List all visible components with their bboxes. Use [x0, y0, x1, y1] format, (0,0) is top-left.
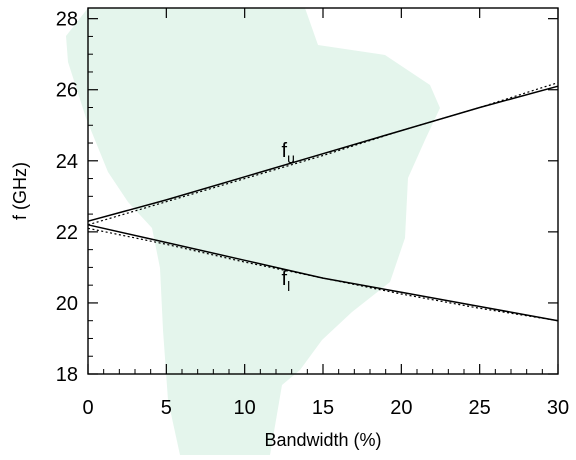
x-tick-label: 25 — [469, 397, 491, 419]
y-axis-title: f (GHz) — [10, 162, 30, 220]
y-tick-label: 18 — [56, 364, 78, 386]
x-tick-label: 10 — [234, 397, 256, 419]
x-tick-label: 0 — [82, 397, 93, 419]
series-line-f-u-solid — [87, 85, 559, 222]
y-tick-label: 26 — [56, 80, 78, 102]
x-axis-title: Bandwidth (%) — [264, 430, 381, 450]
x-tick-label: 20 — [390, 397, 412, 419]
x-tick-label: 5 — [161, 397, 172, 419]
curve-label-fl: fl — [282, 268, 291, 294]
y-tick-label: 22 — [56, 222, 78, 244]
y-tick-label: 24 — [56, 151, 78, 173]
y-tick-label: 20 — [56, 293, 78, 315]
x-tick-label: 15 — [312, 397, 334, 419]
series-line-f-l-dotted — [87, 227, 559, 322]
x-tick-label: 30 — [547, 397, 569, 419]
series-line-f-u-dotted — [87, 82, 559, 226]
y-tick-label: 28 — [56, 9, 78, 31]
curve-label-fu: fu — [282, 140, 295, 166]
background-shape — [66, 8, 440, 455]
